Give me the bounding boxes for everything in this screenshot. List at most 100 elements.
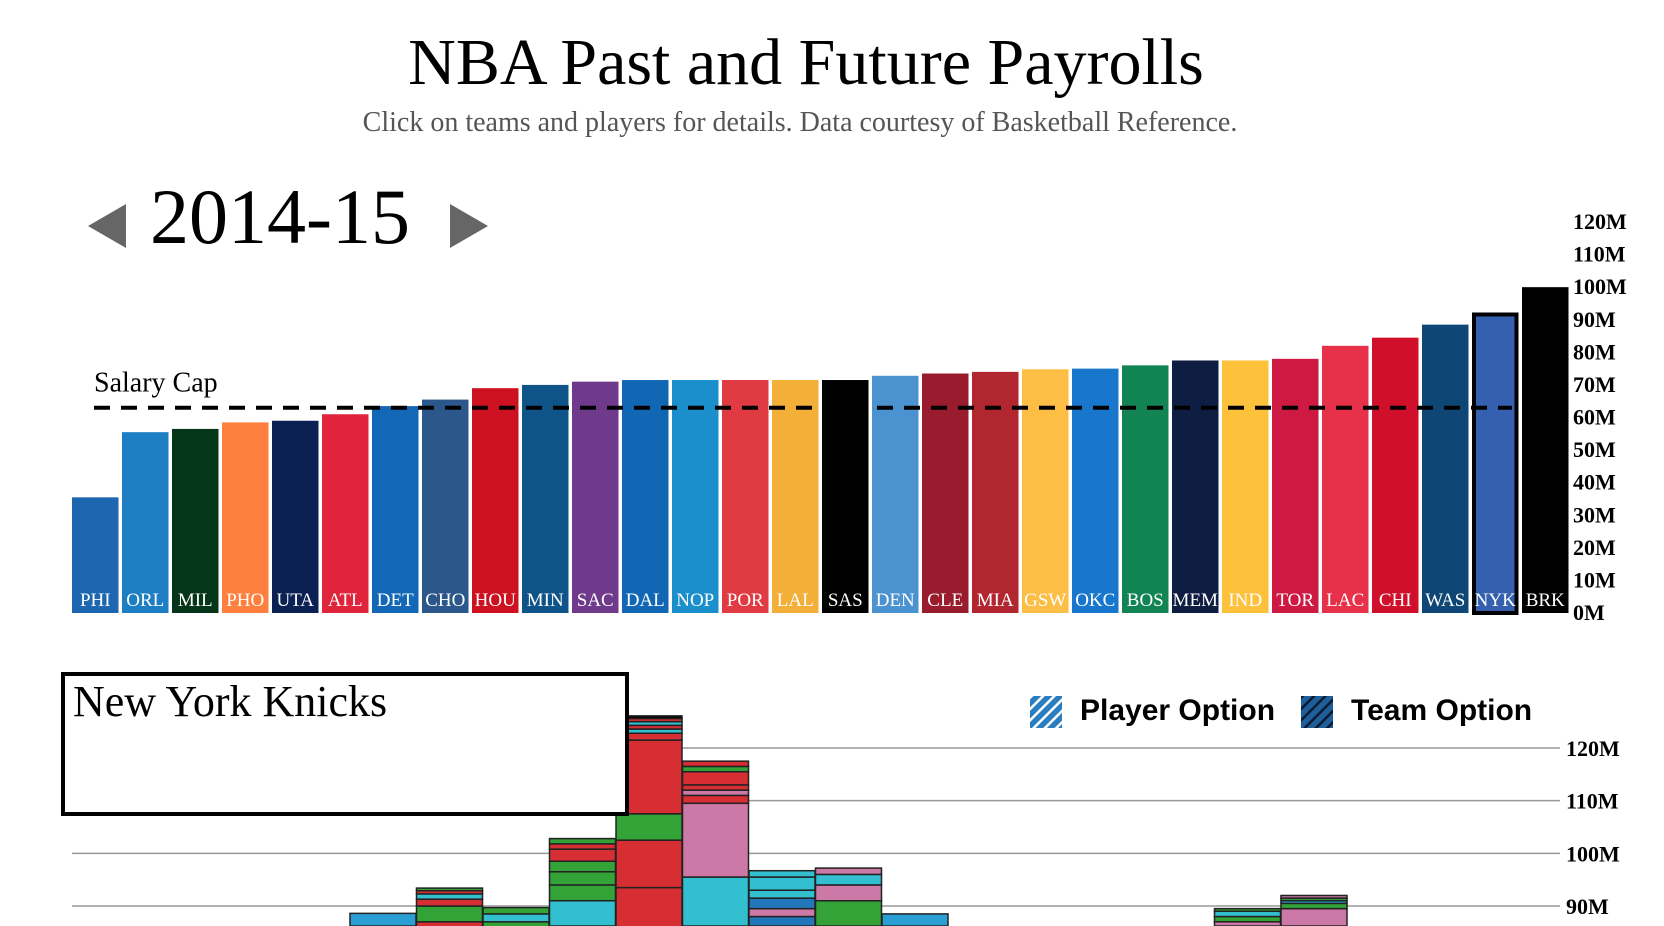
player-salary-segment[interactable]	[1280, 894, 1348, 899]
bar-chi[interactable]	[1372, 337, 1419, 613]
team-label: CHO	[425, 590, 465, 611]
bar-gsw[interactable]	[1022, 369, 1069, 613]
right-triangle-icon[interactable]	[450, 204, 488, 248]
player-salary-segment[interactable]	[681, 794, 750, 805]
team-label: NYK	[1475, 590, 1516, 611]
player-salary-segment[interactable]	[1280, 902, 1348, 910]
player-salary-segment[interactable]	[349, 912, 417, 926]
bar-orl[interactable]	[122, 432, 169, 613]
bar-sas[interactable]	[822, 380, 869, 613]
player-salary-segment[interactable]	[1213, 915, 1282, 923]
player-salary-segment[interactable]	[681, 789, 750, 797]
player-salary-segment[interactable]	[681, 784, 750, 791]
player-salary-segment[interactable]	[681, 876, 750, 926]
player-salary-segment[interactable]	[415, 898, 484, 907]
stacked-column	[548, 837, 617, 926]
team-label: MIL	[178, 590, 213, 611]
y-tick-label: 110M	[1573, 242, 1626, 267]
bar-phi[interactable]	[72, 497, 119, 613]
bar-brk[interactable]	[1522, 287, 1569, 613]
bar-por[interactable]	[722, 380, 769, 613]
team-label: BOS	[1127, 590, 1164, 611]
player-salary-segment[interactable]	[748, 907, 816, 918]
page-subtitle: Click on teams and players for details. …	[362, 107, 1238, 138]
player-salary-segment[interactable]	[681, 765, 750, 773]
bar-den[interactable]	[872, 375, 919, 613]
player-salary-segment[interactable]	[681, 760, 750, 768]
bar-bos[interactable]	[1122, 365, 1169, 613]
bar-mem[interactable]	[1172, 360, 1219, 613]
player-salary-segment[interactable]	[1213, 907, 1282, 913]
bar-min[interactable]	[522, 384, 569, 613]
player-salary-segment[interactable]	[548, 837, 617, 845]
player-salary-segment[interactable]	[548, 899, 617, 926]
salary-cap-label: Salary Cap	[94, 368, 218, 399]
player-salary-segment[interactable]	[548, 884, 617, 902]
bar-cle[interactable]	[922, 373, 969, 613]
player-salary-segment[interactable]	[415, 887, 484, 892]
season-label: 2014-15	[150, 173, 410, 260]
player-salary-segment[interactable]	[548, 860, 617, 873]
player-salary-segment[interactable]	[881, 913, 949, 926]
player-salary-segment[interactable]	[615, 839, 683, 889]
player-salary-segment[interactable]	[615, 813, 683, 841]
player-salary-segment[interactable]	[482, 906, 550, 915]
bar-cho[interactable]	[422, 399, 469, 613]
team-label: WAS	[1425, 590, 1465, 611]
player-salary-segment[interactable]	[748, 897, 816, 910]
bar-okc[interactable]	[1072, 368, 1119, 613]
player-salary-segment[interactable]	[748, 869, 816, 878]
bar-nop[interactable]	[672, 380, 719, 613]
bar-lal[interactable]	[772, 380, 819, 613]
bar-atl[interactable]	[322, 414, 369, 613]
player-salary-segment[interactable]	[482, 913, 550, 923]
player-salary-segment[interactable]	[1213, 910, 1282, 918]
team-label: SAC	[577, 590, 614, 611]
selected-team-outline	[1472, 312, 1519, 615]
player-salary-segment[interactable]	[615, 886, 683, 926]
player-salary-segment[interactable]	[548, 848, 617, 862]
player-salary-segment[interactable]	[748, 915, 816, 926]
player-salary-segment[interactable]	[748, 889, 816, 899]
player-salary-segment[interactable]	[814, 873, 883, 886]
y-tick-label: 0M	[1573, 600, 1605, 625]
bar-dal[interactable]	[622, 380, 669, 613]
team-label: PHO	[226, 590, 264, 611]
player-salary-segment[interactable]	[548, 871, 617, 886]
player-salary-segment[interactable]	[814, 884, 883, 902]
team-label: ORL	[126, 590, 164, 611]
bar-sac[interactable]	[572, 381, 619, 613]
player-salary-segment[interactable]	[814, 867, 883, 876]
bar-mia[interactable]	[972, 371, 1019, 613]
y-tick-label: 10M	[1573, 567, 1616, 592]
y-tick-label: 70M	[1573, 372, 1616, 397]
bar-hou[interactable]	[472, 388, 519, 613]
team-option-swatch-icon	[1301, 696, 1333, 728]
bar-was[interactable]	[1422, 324, 1469, 613]
stacked-column	[482, 906, 550, 926]
player-salary-segment[interactable]	[681, 802, 750, 878]
bar-uta[interactable]	[272, 420, 319, 613]
bar-mil[interactable]	[172, 428, 219, 613]
team-label: TOR	[1276, 590, 1314, 611]
bar-nyk[interactable]	[1472, 316, 1519, 613]
left-triangle-icon[interactable]	[88, 204, 126, 248]
player-salary-segment[interactable]	[1280, 907, 1348, 926]
stacked-column	[814, 867, 883, 926]
stacked-column	[349, 912, 417, 926]
player-salary-segment[interactable]	[415, 893, 484, 900]
player-salary-segment[interactable]	[748, 876, 816, 891]
player-salary-segment[interactable]	[415, 905, 484, 923]
y-tick-label: 80M	[1573, 339, 1616, 364]
player-salary-segment[interactable]	[814, 899, 883, 926]
y-tick-label: 90M	[1573, 307, 1616, 332]
bar-det[interactable]	[372, 406, 419, 613]
stacked-column	[748, 869, 816, 926]
bar-tor[interactable]	[1272, 358, 1319, 613]
team-label: UTA	[276, 590, 314, 611]
bar-ind[interactable]	[1222, 360, 1269, 613]
player-salary-segment[interactable]	[681, 770, 750, 786]
player-salary-segment[interactable]	[548, 843, 617, 850]
bar-lac[interactable]	[1322, 345, 1369, 613]
bar-pho[interactable]	[222, 422, 269, 613]
